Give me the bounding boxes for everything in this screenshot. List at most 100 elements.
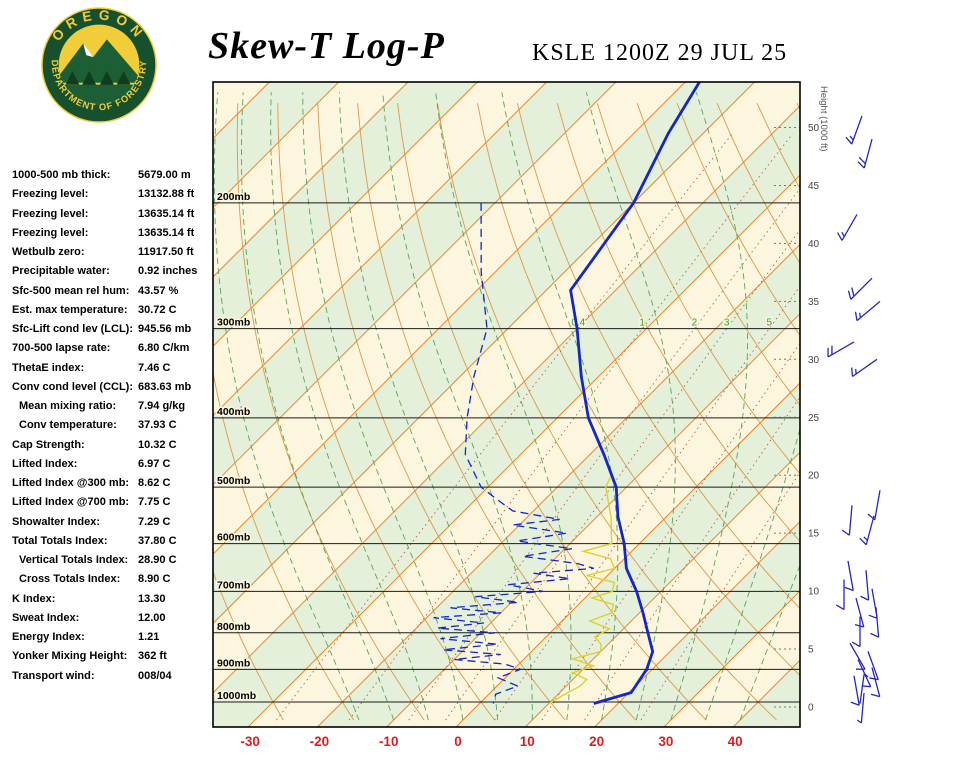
index-label: Freezing level: bbox=[12, 226, 89, 239]
index-label: Lifted Index @700 mb: bbox=[12, 496, 130, 509]
height-tick-label: 15 bbox=[808, 529, 820, 540]
index-label: Sfc-500 mean rel hum: bbox=[12, 284, 130, 297]
index-value: 13635.14 ft bbox=[138, 207, 195, 220]
index-row: Lifted Index: 6.97 C bbox=[12, 455, 217, 474]
odf-logo: OREGON DEPARTMENT OF FORESTRY bbox=[41, 7, 157, 123]
height-tick-label: 45 bbox=[808, 181, 820, 192]
index-row: Freezing level: 13132.88 ft bbox=[12, 185, 217, 204]
temp-tick-label: 40 bbox=[728, 734, 743, 749]
index-value: 6.97 C bbox=[138, 457, 171, 470]
pressure-label: 800mb bbox=[217, 621, 250, 633]
index-label: K Index: bbox=[12, 592, 56, 605]
temperature-trace bbox=[569, 82, 702, 705]
temp-tick-label: -10 bbox=[379, 734, 399, 749]
index-row: Vertical Totals Index: 28.90 C bbox=[12, 551, 217, 570]
index-row: Mean mixing ratio: 7.94 g/kg bbox=[12, 397, 217, 416]
index-value: 30.72 C bbox=[138, 303, 177, 316]
index-label: Showalter Index: bbox=[12, 515, 101, 528]
temp-tick-label: 10 bbox=[520, 734, 535, 749]
pressure-label: 900mb bbox=[217, 657, 250, 669]
height-tick-label: 5 bbox=[808, 645, 814, 656]
index-value: 1.21 bbox=[138, 631, 160, 643]
index-value: 8.90 C bbox=[138, 573, 171, 586]
pressure-label: 600mb bbox=[217, 532, 250, 544]
index-label: Freezing level: bbox=[12, 188, 89, 201]
index-row: ThetaE index: 7.46 C bbox=[12, 359, 217, 378]
isotherm-lines bbox=[213, 82, 800, 727]
index-label: Mean mixing ratio: bbox=[19, 400, 117, 412]
dry-adiabats bbox=[213, 102, 800, 721]
temperature-axis: -30 -20 -10 0 10 20 30 40 bbox=[240, 734, 742, 749]
indices-panel: 1000-500 mb thick: 5679.00 m Freezing leve… bbox=[12, 166, 217, 686]
index-row: Transport wind: 008/04 bbox=[12, 667, 217, 686]
index-label: Yonker Mixing Height: bbox=[12, 650, 128, 663]
index-value: 7.46 C bbox=[138, 361, 171, 374]
index-label: 700-500 lapse rate: bbox=[12, 342, 111, 355]
index-value: 12.00 bbox=[138, 611, 166, 624]
mixing-ratio-label: 2 bbox=[692, 318, 698, 329]
index-row: Sweat Index: 12.00 bbox=[12, 609, 217, 628]
index-value: 0.92 inches bbox=[138, 265, 198, 278]
height-axis: Height (1000 ft) 0 5 10 15 20 25 30 35 40 45 50 bbox=[774, 86, 829, 714]
index-row: Conv temperature: 37.93 C bbox=[12, 416, 217, 435]
index-value: 13.30 bbox=[138, 592, 166, 605]
index-value: 10.32 C bbox=[138, 438, 177, 451]
index-label: ThetaE index: bbox=[12, 361, 85, 374]
snowcap-icon bbox=[83, 43, 94, 58]
index-label: Conv temperature: bbox=[19, 419, 117, 432]
index-label: Sweat Index: bbox=[12, 611, 80, 624]
index-row: 1000-500 mb thick: 5679.00 m bbox=[12, 166, 217, 185]
index-value: 13132.88 ft bbox=[138, 188, 195, 201]
height-tick-label: 30 bbox=[808, 355, 820, 366]
index-label: Transport wind: bbox=[12, 669, 95, 682]
index-row: Total Totals Index: 37.80 C bbox=[12, 532, 217, 551]
index-label: Wetbulb zero: bbox=[12, 246, 85, 258]
index-value: 37.93 C bbox=[138, 419, 177, 432]
pressure-label: 700mb bbox=[217, 579, 250, 591]
index-label: Cross Totals Index: bbox=[19, 573, 121, 586]
index-value: 37.80 C bbox=[138, 534, 177, 547]
pressure-label: 1000mb bbox=[217, 690, 256, 702]
index-row: Est. max temperature: 30.72 C bbox=[12, 301, 217, 320]
index-value: 683.63 mb bbox=[138, 380, 192, 393]
mixing-ratio-label: 0.4 bbox=[571, 318, 585, 329]
index-row: Sfc-500 mean rel hum: 43.57 % bbox=[12, 282, 217, 301]
index-row: Precipitable water: 0.92 inches bbox=[12, 262, 217, 281]
index-row: Showalter Index: 7.29 C bbox=[12, 513, 217, 532]
height-tick-label: 35 bbox=[808, 297, 820, 308]
isotherm-bands bbox=[213, 82, 800, 727]
height-tick-label: 20 bbox=[808, 471, 820, 482]
index-row: Lifted Index @700 mb: 7.75 C bbox=[12, 493, 217, 512]
index-value: 008/04 bbox=[138, 669, 172, 682]
index-row: Wetbulb zero: 11917.50 ft bbox=[12, 243, 217, 262]
index-value: 6.80 C/km bbox=[138, 342, 190, 355]
index-label: Vertical Totals Index: bbox=[19, 554, 129, 566]
index-row: Freezing level: 13635.14 ft bbox=[12, 224, 217, 243]
index-row: Conv cond level (CCL): 683.63 mb bbox=[12, 378, 217, 397]
index-row: 700-500 lapse rate: 6.80 C/km bbox=[12, 339, 217, 358]
index-label: Freezing level: bbox=[12, 207, 89, 220]
index-row: Lifted Index @300 mb: 8.62 C bbox=[12, 474, 217, 493]
mountain-icon bbox=[57, 39, 141, 83]
index-label: Lifted Index @300 mb: bbox=[12, 477, 130, 489]
index-label: Sfc-Lift cond lev (LCL): bbox=[12, 323, 133, 335]
page-title: Skew-T Log-P bbox=[208, 25, 445, 67]
index-row: Cap Strength: 10.32 C bbox=[12, 436, 217, 455]
index-value: 8.62 C bbox=[138, 477, 171, 489]
index-value: 7.75 C bbox=[138, 496, 171, 509]
pressure-label: 300mb bbox=[217, 317, 250, 329]
index-row: Energy Index: 1.21 bbox=[12, 628, 217, 647]
index-label: 1000-500 mb thick: bbox=[12, 169, 111, 181]
mixing-ratio-label: 1 bbox=[639, 318, 645, 329]
height-tick-label: 40 bbox=[808, 239, 820, 250]
index-label: Cap Strength: bbox=[12, 438, 85, 451]
trees-icon bbox=[65, 70, 131, 87]
height-tick-label: 0 bbox=[808, 703, 814, 714]
height-tick-label: 10 bbox=[808, 587, 820, 598]
station-header: KSLE 1200Z 29 JUL 25 bbox=[532, 40, 788, 66]
index-value: 7.29 C bbox=[138, 515, 171, 528]
index-row: Cross Totals Index: 8.90 C bbox=[12, 570, 217, 589]
index-row: Sfc-Lift cond lev (LCL): 945.56 mb bbox=[12, 320, 217, 339]
